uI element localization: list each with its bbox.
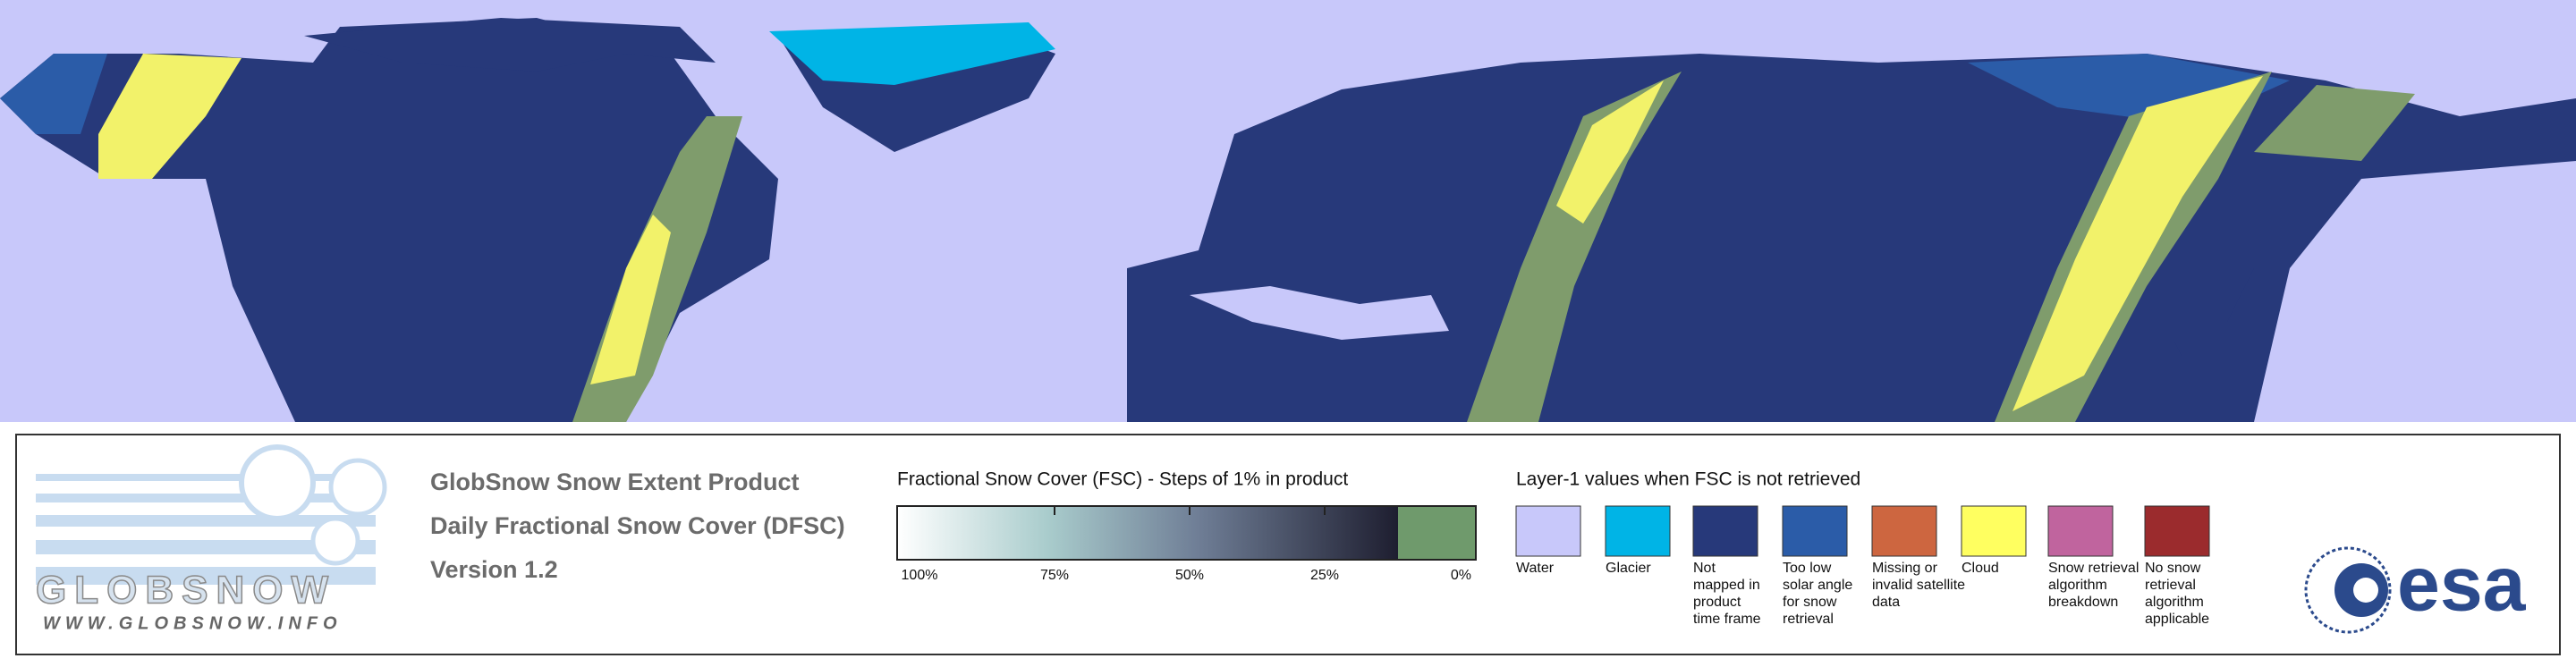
- japan: [2174, 259, 2254, 358]
- legend-label: Not: [1693, 561, 1716, 576]
- mediterranean: [1190, 286, 1449, 340]
- legend-label: Cloud: [1962, 561, 1999, 576]
- legend-label: retrieval: [1783, 612, 1834, 627]
- legend-label: invalid satellite: [1872, 578, 1965, 593]
- layer1-title: Layer-1 values when FSC is not retrieved: [1516, 469, 1860, 490]
- legend-swatch: [1605, 505, 1671, 557]
- arctic-islands: [304, 18, 716, 72]
- legend-label: mapped in: [1693, 578, 1760, 593]
- legend-label: breakdown: [2048, 595, 2118, 610]
- logo-name: GLOBSNOW: [36, 569, 336, 612]
- fsc-colorbar: 100% 75% 50% 25% 0%: [896, 505, 1477, 583]
- legend-label: algorithm: [2145, 595, 2204, 610]
- greenland-glacier: [769, 22, 1055, 85]
- legend-swatch: [1782, 505, 1848, 557]
- legend-label: No snow: [2145, 561, 2201, 576]
- legend-label: time frame: [1693, 612, 1761, 627]
- logo-stripe: [36, 540, 376, 554]
- legend-label: retrieval: [2145, 578, 2196, 593]
- legend-label: Missing or: [1872, 561, 1938, 576]
- esa-name: esa: [2397, 542, 2527, 628]
- legend-swatch: [2144, 505, 2210, 557]
- fsc-tick-label: 75%: [1040, 568, 1069, 583]
- legend-label: applicable: [2145, 612, 2209, 627]
- product-version: Version 1.2: [430, 556, 558, 583]
- esa-globe-eye: [2353, 578, 2378, 603]
- esa-logo: esa: [2304, 542, 2527, 634]
- fsc-tick-label: 50%: [1175, 568, 1204, 583]
- fsc-tick-label: 0%: [1451, 568, 1471, 583]
- fsc-title: Fractional Snow Cover (FSC) - Steps of 1…: [897, 469, 1348, 490]
- band-alaska: [98, 54, 242, 179]
- logo-stripe: [36, 474, 376, 481]
- layer1-legend: Water Glacier Not mapped in product time fram…: [1515, 505, 2210, 627]
- legend-label: product: [1693, 595, 1741, 610]
- product-title: GlobSnow Snow Extent Product: [430, 469, 800, 495]
- legend-label: solar angle: [1783, 578, 1852, 593]
- legend-swatch: [1871, 505, 1937, 557]
- band-eurasia: [1467, 72, 1682, 422]
- alaska-low-sun: [0, 54, 107, 134]
- fsc-frame: [896, 505, 1477, 561]
- legend-swatch: [1961, 505, 2027, 557]
- logo-stripe: [36, 494, 376, 502]
- band-america-cloud: [590, 215, 671, 384]
- fsc-tick-label: 100%: [902, 568, 938, 583]
- legend-label: algorithm: [2048, 578, 2107, 593]
- globsnow-logo: GLOBSNOW WWW.GLOBSNOW.INFO: [35, 444, 387, 633]
- snowflake: [239, 444, 316, 521]
- legend-swatch: [2047, 505, 2114, 557]
- legend-label: Too low: [1783, 561, 1832, 576]
- legend-label: Snow retrieval: [2048, 561, 2139, 576]
- legend-label: Water: [1516, 561, 1555, 576]
- fsc-zero: [1398, 506, 1476, 560]
- band-kamchatka: [2254, 85, 2415, 161]
- map: [0, 0, 2576, 422]
- band-asia-cloud: [2012, 76, 2263, 411]
- product-subtitle: Daily Fractional Snow Cover (DFSC): [430, 512, 845, 539]
- band-eurasia-cloud: [1556, 80, 1664, 224]
- snowflake: [328, 458, 387, 517]
- legend-swatch: [1515, 505, 1581, 557]
- legend-label: data: [1872, 595, 1900, 610]
- legend-label: Glacier: [1606, 561, 1651, 576]
- legend-label: for snow: [1783, 595, 1837, 610]
- snowflake: [310, 516, 360, 566]
- fsc-tick-label: 25%: [1310, 568, 1339, 583]
- legend-swatch: [1692, 505, 1758, 557]
- fsc-gradient: [897, 506, 1398, 560]
- logo-url: WWW.GLOBSNOW.INFO: [43, 613, 343, 633]
- logo-stripe: [36, 567, 376, 585]
- esa-globe: [2304, 546, 2392, 634]
